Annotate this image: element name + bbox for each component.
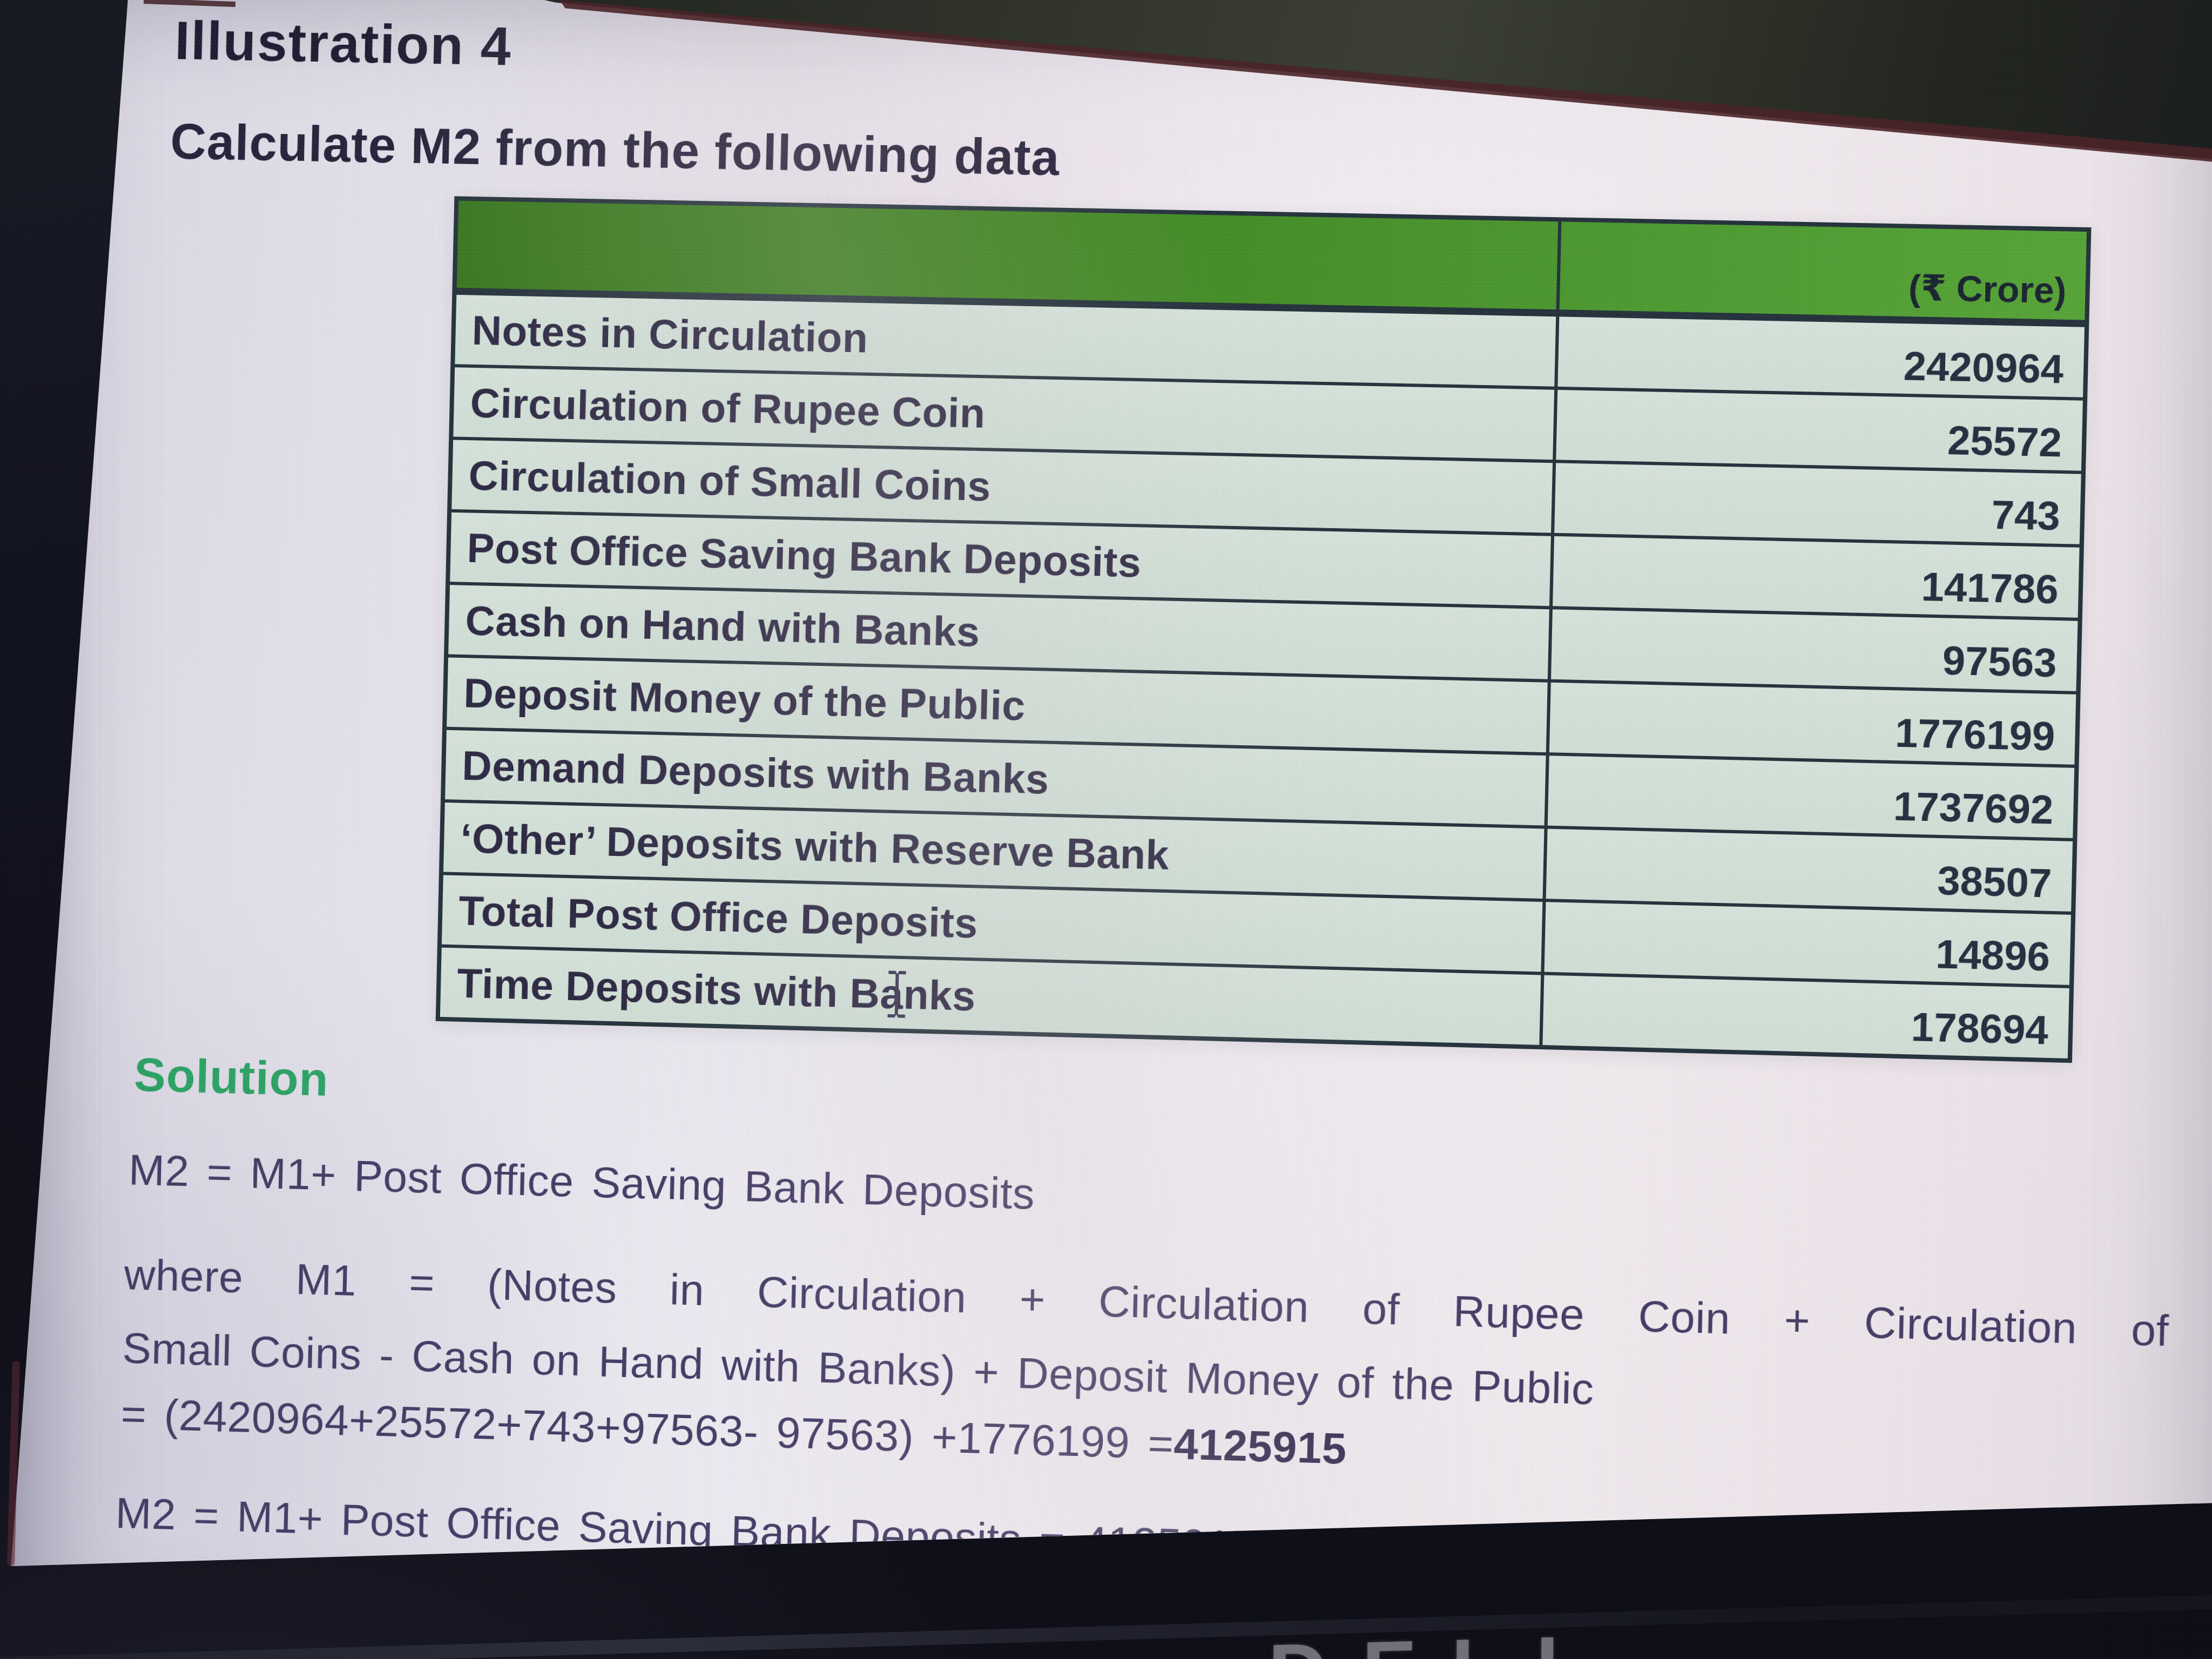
table-header-unit: (₹ Crore) <box>1559 221 2087 320</box>
table-row-value: 25572 <box>1556 390 2083 471</box>
data-table: (₹ Crore) Notes in Circulation 2420964 C… <box>436 196 2092 1063</box>
document-page: Illustration 4 Calculate M2 from the fol… <box>105 0 2212 1659</box>
table-row-value: 14896 <box>1544 902 2071 985</box>
table-row-value: 178694 <box>1542 975 2069 1058</box>
table-row-value: 141786 <box>1553 536 2080 618</box>
table-row-value: 97563 <box>1550 609 2078 691</box>
table-row-value: 2420964 <box>1557 316 2085 397</box>
page-title: Illustration 4 <box>174 9 512 77</box>
solution-equation-4: M2 = M1+ Post Office Saving Bank Deposit… <box>115 1488 1667 1584</box>
table-row-value: 743 <box>1554 463 2081 544</box>
table-row-value: 1737692 <box>1547 756 2074 838</box>
page-subtitle: Calculate M2 from the following data <box>170 113 1060 186</box>
table-header-empty-cell <box>457 200 1561 309</box>
laptop-screen: Illustration 4 Calculate M2 from the fol… <box>0 0 2212 1659</box>
table-row-label-text: Time Deposits with Banks <box>456 959 976 1020</box>
solution-heading: Solution <box>133 1047 329 1107</box>
photo-of-laptop-screen: Illustration 4 Calculate M2 from the fol… <box>0 0 2212 1659</box>
table-row-value: 1776199 <box>1549 683 2076 765</box>
equation-3-result: 4125915 <box>1173 1420 1347 1473</box>
equation-4-result: 4267701 <box>1492 1529 1667 1583</box>
table-row-value: 38507 <box>1546 829 2073 912</box>
solution-equation-1: M2 = M1+ Post Office Saving Bank Deposit… <box>128 1145 1035 1219</box>
equation-4-expression: M2 = M1+ Post Office Saving Bank Deposit… <box>115 1489 1493 1578</box>
bezel-reflection <box>0 1594 2212 1659</box>
